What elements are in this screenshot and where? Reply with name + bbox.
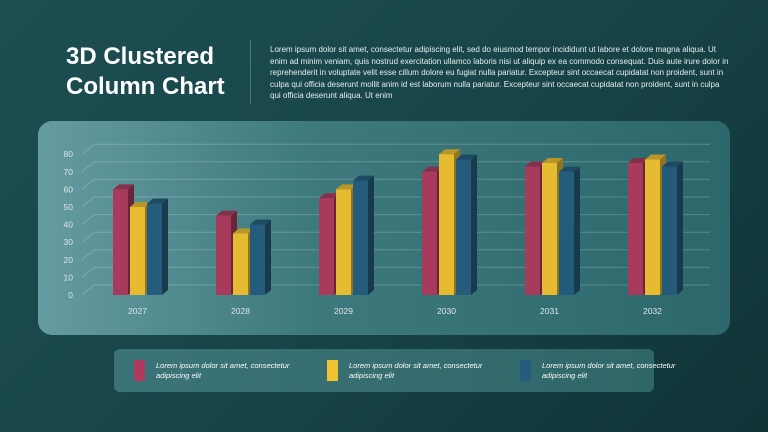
bar [422,171,437,295]
bar [233,233,248,295]
bar [216,215,231,295]
gridline-depth [81,284,95,296]
x-tick-label: 2032 [643,306,662,316]
gridline-depth [81,231,95,243]
chart-panel: 0 10 20 30 40 50 60 70 80 2027 2028 2029 2030 2031 203… [38,121,730,335]
legend-label-3: Lorem ipsum dolor sit amet, consectetur … [542,361,676,380]
bar-side [368,175,374,295]
bar-top [353,175,374,181]
legend-label-2: Lorem ipsum dolor sit amet, consectetur … [349,361,483,380]
x-tick-label: 2031 [540,306,559,316]
y-tick-label: 40 [64,220,74,230]
legend-swatch-3 [520,360,531,381]
bar-top [216,210,237,216]
bar [645,159,660,295]
y-tick-label: 70 [64,167,74,177]
bar-top [147,198,168,204]
bar-top [542,158,563,163]
bar-side [162,198,168,295]
bar-top [559,166,580,172]
bar-top [525,161,546,167]
bar [319,198,334,295]
bar [113,189,128,295]
x-tick-label: 2029 [334,306,353,316]
slide-description: Lorem ipsum dolor sit amet, consectetur … [270,45,729,100]
gridline-depth [81,143,95,155]
x-tick-label: 2027 [128,306,147,316]
bar-side [265,219,271,295]
bar-top [422,166,443,172]
bar [353,180,368,295]
y-tick-label: 80 [64,149,74,159]
legend-swatch-2 [327,360,338,381]
legend-swatch-1 [134,360,145,381]
slide-title: 3D Clustered Column Chart [66,43,225,100]
bar [525,166,540,295]
bar-top [439,149,460,155]
bar [628,163,643,295]
gridline-depth [81,196,95,208]
y-tick-label: 0 [68,290,73,300]
title-divider [250,40,251,104]
bar-side [574,166,580,295]
x-tick-label: 2030 [437,306,456,316]
bar-side [677,161,683,295]
bar-top [113,184,134,190]
bar [456,159,471,295]
bar-top [628,158,649,163]
gridline-depth [81,267,95,278]
y-tick-label: 30 [64,237,74,247]
bar-side [471,154,477,295]
legend-label-1: Lorem ipsum dolor sit amet, consectetur … [156,361,290,380]
bar [147,203,162,295]
gridline-depth [81,179,95,190]
y-tick-label: 60 [64,184,74,194]
bar [662,166,677,295]
bar-top [250,219,271,225]
y-tick-label: 10 [64,272,74,282]
gridline-depth [81,249,95,261]
bar-top [662,161,683,167]
bar [439,154,454,295]
legend: Lorem ipsum dolor sit amet, consectetur … [114,349,675,392]
bar [559,171,574,295]
y-tick-label: 50 [64,202,74,212]
x-tick-label: 2028 [231,306,250,316]
bar-top [336,184,357,190]
bar-top [456,154,477,160]
bar [542,163,557,295]
y-tick-label: 20 [64,255,74,265]
bar [250,224,265,295]
bar [130,207,145,295]
bar-top [319,193,340,199]
bar-top [130,202,151,207]
bar-top [645,154,666,160]
bar-top [233,228,254,234]
gridline-depth [81,214,95,225]
bar [336,189,351,295]
gridline-depth [81,161,95,173]
